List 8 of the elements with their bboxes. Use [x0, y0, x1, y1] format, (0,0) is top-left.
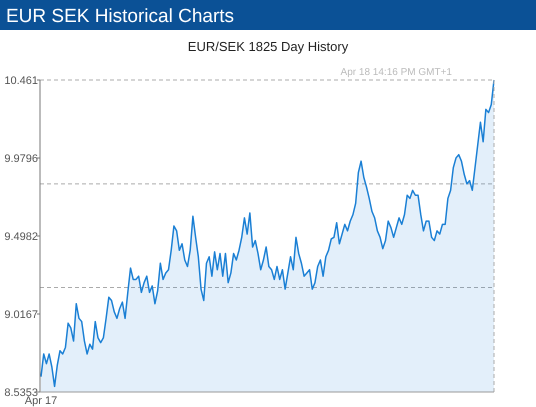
y-tick-label: 9.4982 — [4, 230, 38, 243]
y-tick-label: 10.461 — [4, 75, 38, 87]
y-tick-label: 9.0167 — [4, 309, 38, 322]
y-tick-label: 9.9796 — [4, 152, 38, 165]
x-tick-label: Apr 17 — [24, 395, 58, 407]
chart-subtitle: EUR/SEK 1825 Day History — [188, 39, 349, 54]
text: Apr 18 14:16 PM GMT+1 — [340, 67, 452, 78]
chart-title: EUR SEK Historical Charts — [6, 6, 234, 27]
